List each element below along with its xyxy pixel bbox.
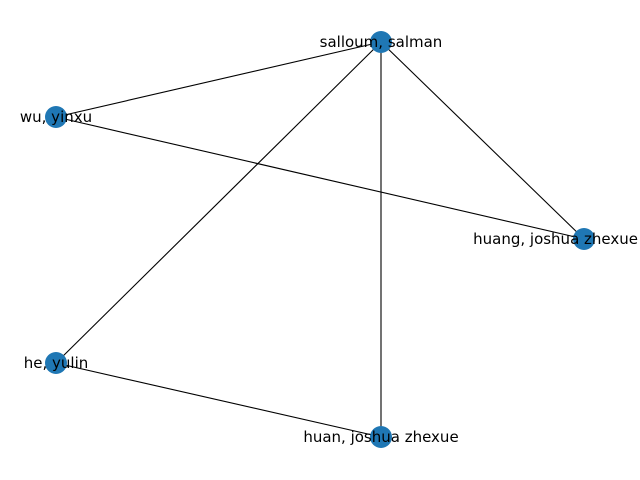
node-salloum	[370, 31, 392, 53]
edges-layer	[55, 41, 585, 438]
edge-salloum-wu	[55, 41, 382, 118]
node-huang	[573, 228, 595, 250]
edge-salloum-he	[55, 41, 382, 364]
node-label-he: he, yulin	[24, 354, 89, 372]
node-label-huang: huang, joshua zhexue	[473, 230, 638, 248]
nodes-layer	[45, 31, 595, 448]
labels-layer: salloum, salman wu, yinxu huang, joshua zh…	[20, 33, 638, 446]
node-label-salloum: salloum, salman	[320, 33, 443, 51]
node-wu	[45, 106, 67, 128]
edge-he-huan	[55, 362, 382, 438]
node-he	[45, 352, 67, 374]
edge-wu-huang	[55, 116, 585, 240]
node-label-wu: wu, yinxu	[20, 108, 92, 126]
edge-salloum-huang	[380, 41, 585, 240]
node-huan	[370, 426, 392, 448]
node-label-huan: huan, joshua zhexue	[303, 428, 458, 446]
